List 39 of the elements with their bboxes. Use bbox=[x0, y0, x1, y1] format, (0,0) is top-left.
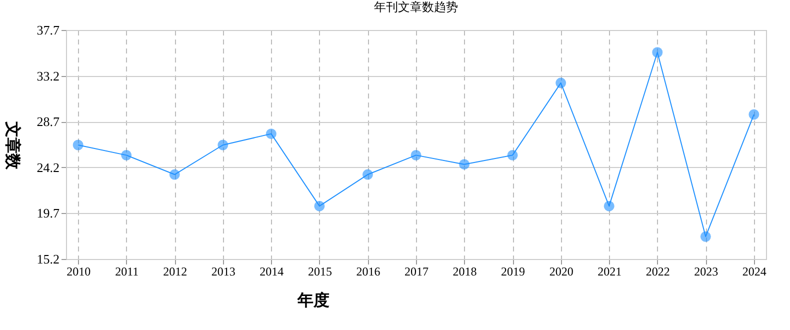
x-tick-label: 2012 bbox=[163, 264, 188, 278]
chart-title: 年刊文章数趋势 bbox=[374, 0, 458, 14]
point bbox=[121, 150, 132, 160]
y-tick-label: 33.2 bbox=[36, 68, 60, 84]
x-tick-label: 2010 bbox=[66, 264, 91, 278]
y-tick-label: 19.7 bbox=[36, 206, 60, 221]
x-tick-label: 2013 bbox=[211, 264, 236, 278]
x-tick-label: 2023 bbox=[694, 264, 718, 278]
x-tick-label: 2017 bbox=[404, 264, 428, 278]
x-tick-label: 2018 bbox=[452, 264, 477, 278]
x-tick-label: 2014 bbox=[260, 264, 284, 278]
x-tick-label: 2024 bbox=[742, 264, 766, 278]
point bbox=[218, 140, 228, 150]
x-tick-label: 2016 bbox=[356, 264, 380, 278]
x-axis-title: 年度 bbox=[296, 290, 330, 310]
point bbox=[748, 109, 760, 120]
point bbox=[169, 169, 180, 180]
y-tick-label: 15.2 bbox=[36, 252, 60, 266]
x-tick-label: 2015 bbox=[308, 264, 332, 278]
point bbox=[410, 150, 422, 160]
point bbox=[459, 159, 470, 170]
x-tick-label: 2020 bbox=[549, 264, 574, 278]
y-axis-title: 文章数 bbox=[4, 120, 22, 170]
point bbox=[507, 150, 518, 160]
point bbox=[652, 47, 663, 58]
y-tick-label: 28.7 bbox=[36, 114, 60, 130]
x-tick-label: 2011 bbox=[115, 264, 139, 278]
point bbox=[266, 128, 276, 140]
point bbox=[700, 231, 711, 242]
x-tick-label: 2021 bbox=[598, 264, 622, 278]
point bbox=[314, 200, 325, 212]
point bbox=[556, 78, 566, 88]
point bbox=[604, 200, 614, 212]
point bbox=[362, 169, 373, 180]
x-tick-label: 2022 bbox=[646, 264, 670, 278]
y-tick-label: 24.2 bbox=[36, 160, 60, 175]
point bbox=[72, 140, 84, 150]
x-tick-label: 2019 bbox=[501, 264, 526, 278]
y-tick-label: 37.7 bbox=[36, 22, 60, 38]
